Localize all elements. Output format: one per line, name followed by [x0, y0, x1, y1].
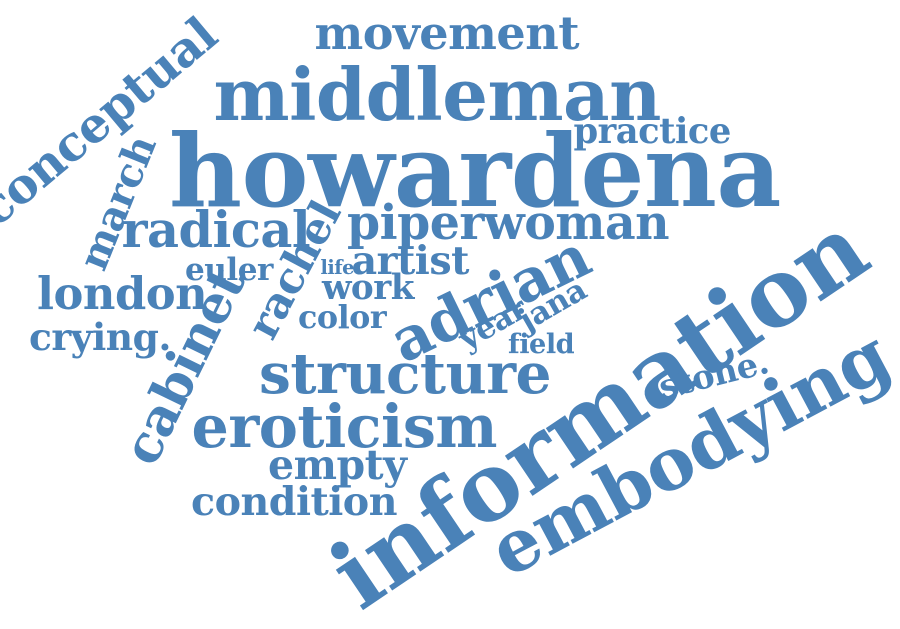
- word-artist: artist: [351, 238, 470, 284]
- word-empty: empty: [268, 440, 407, 489]
- word-field: field: [508, 327, 575, 360]
- word-life: life: [320, 255, 355, 279]
- word-condition: condition: [191, 479, 397, 525]
- word-movement: movement: [314, 6, 580, 60]
- word-crying: crying.: [29, 315, 171, 359]
- word-eroticism: eroticism: [191, 391, 498, 461]
- word-euler: euler: [185, 251, 273, 288]
- word-piperwoman: piperwoman: [347, 194, 670, 251]
- word-middleman: middleman: [213, 52, 662, 137]
- word-color: color: [298, 299, 387, 336]
- word-london: london: [37, 266, 208, 320]
- word-practice: practice: [573, 110, 732, 152]
- word-work: work: [322, 268, 414, 308]
- word-radical: radical: [121, 200, 311, 259]
- word-howardena: howardena: [169, 112, 781, 230]
- word-structure: structure: [259, 340, 552, 407]
